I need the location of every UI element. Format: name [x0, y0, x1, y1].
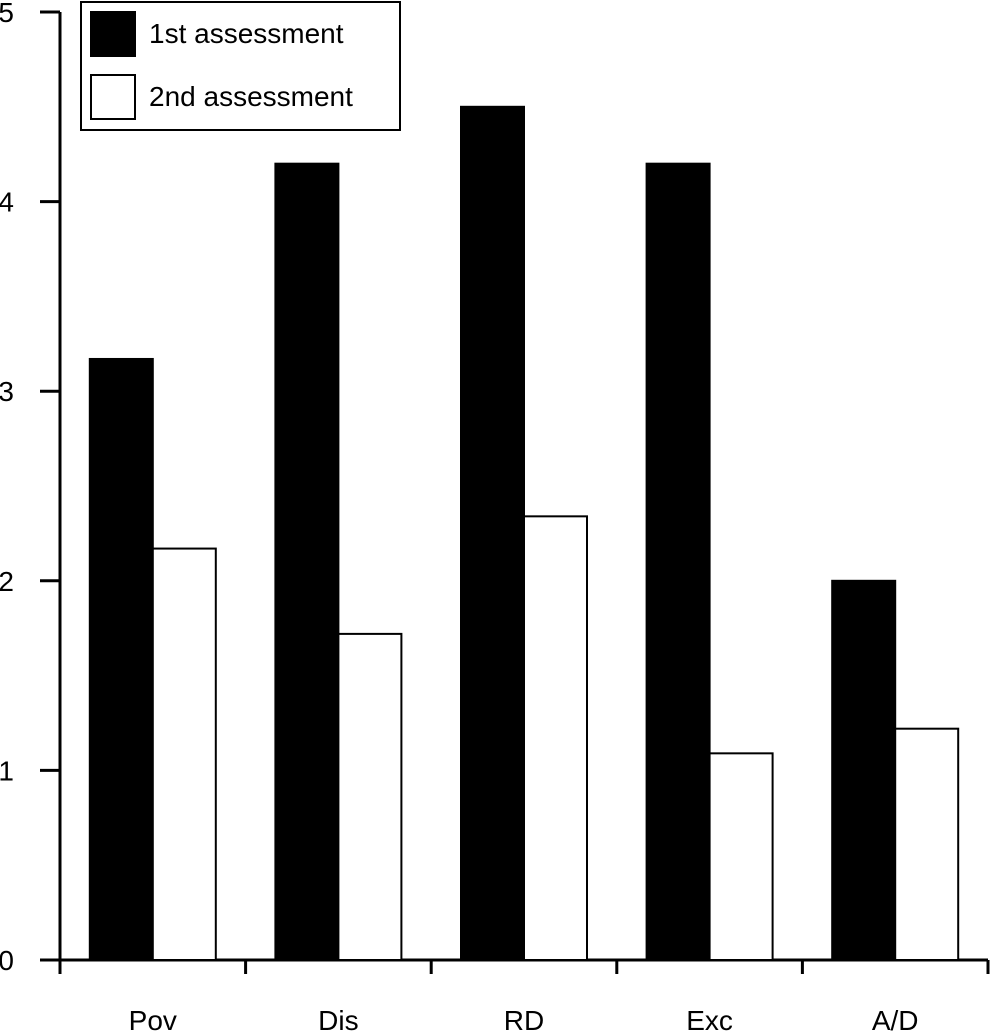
bar-first-1: [274, 162, 340, 961]
y-tick-label: 0: [0, 945, 14, 976]
bar-second-2: [523, 515, 588, 961]
legend-label: 1st assessment: [149, 18, 344, 49]
x-tick-label: Exc: [686, 1005, 733, 1031]
chart-labels: 0 1 2 3 4 5 Pov Dis RD Exc A/D: [0, 0, 919, 1031]
bar-first-2: [460, 105, 525, 962]
x-tick-label: A/D: [872, 1005, 919, 1031]
legend-swatch: [90, 11, 136, 57]
y-tick-label: 4: [0, 187, 14, 218]
y-tick-label: 5: [0, 0, 14, 28]
bar-first-3: [645, 162, 711, 961]
bar-second-4: [894, 727, 960, 961]
y-tick-label: 2: [0, 566, 14, 597]
y-tick-label: 1: [0, 755, 14, 786]
bar-first-4: [831, 579, 897, 961]
chart-legend: 1st assessment 2nd assessment: [80, 1, 401, 131]
legend-swatch: [90, 74, 136, 120]
y-tick-label: 3: [0, 376, 14, 407]
bar-second-1: [337, 632, 403, 961]
bar-second-3: [708, 752, 774, 961]
chart-bars: [88, 105, 960, 962]
bar-second-0: [151, 547, 217, 961]
bar-first-0: [88, 357, 154, 961]
x-tick-label: Dis: [318, 1005, 358, 1031]
x-tick-label: RD: [504, 1005, 544, 1031]
legend-label: 2nd assessment: [149, 81, 353, 112]
x-tick-label: Pov: [129, 1005, 177, 1031]
